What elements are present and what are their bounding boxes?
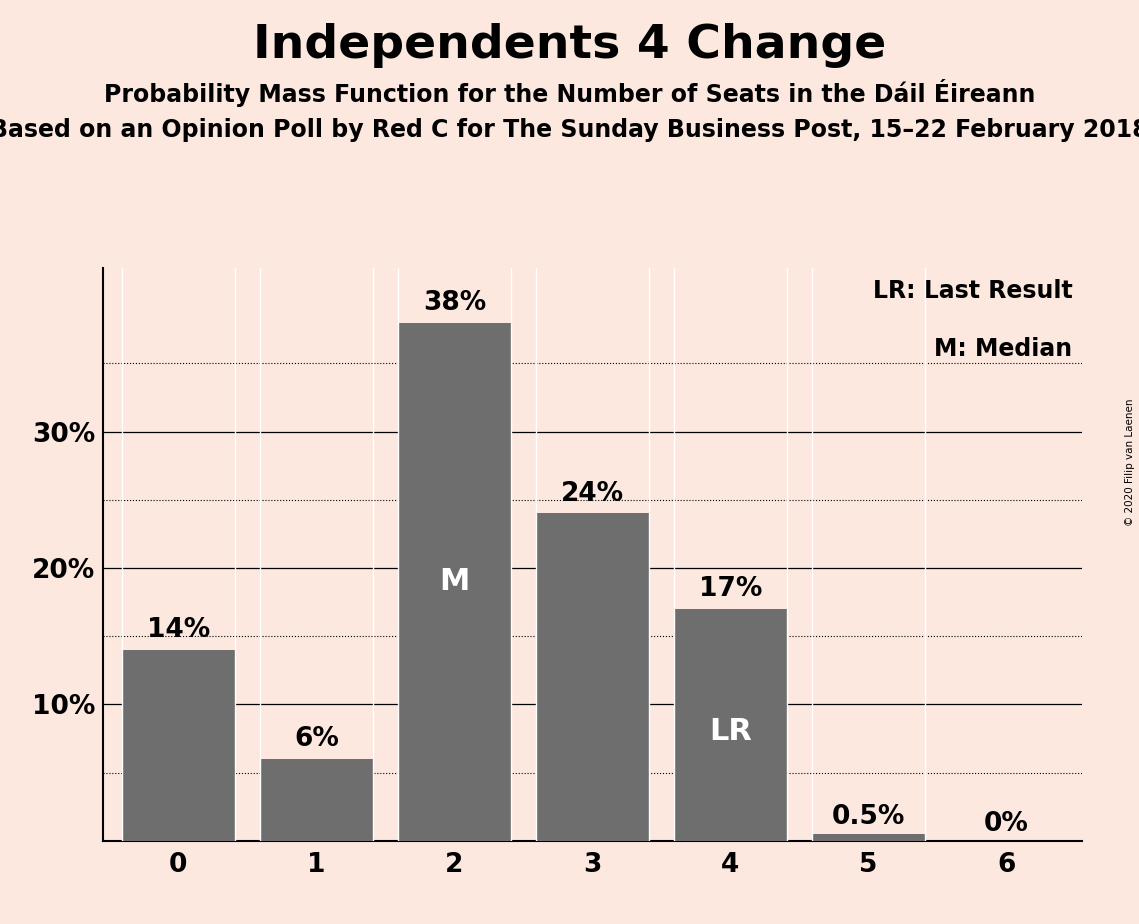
Text: 0%: 0% [984,810,1029,837]
Bar [122,650,235,841]
Bar [812,834,925,841]
Bar [673,609,787,841]
Text: 17%: 17% [698,577,762,602]
Text: 38%: 38% [423,290,486,316]
Text: M: M [440,567,469,596]
Text: LR: Last Result: LR: Last Result [872,279,1072,303]
Text: 0.5%: 0.5% [831,804,904,830]
Bar [398,322,511,841]
Text: © 2020 Filip van Laenen: © 2020 Filip van Laenen [1125,398,1134,526]
Text: 14%: 14% [147,617,210,643]
Text: Probability Mass Function for the Number of Seats in the Dáil Éireann: Probability Mass Function for the Number… [104,79,1035,106]
Bar [260,759,372,841]
Text: M: Median: M: Median [934,336,1072,360]
Text: Independents 4 Change: Independents 4 Change [253,23,886,68]
Text: 24%: 24% [560,480,624,506]
Text: 6%: 6% [294,726,338,752]
Text: Based on an Opinion Poll by Red C for The Sunday Business Post, 15–22 February 2: Based on an Opinion Poll by Red C for Th… [0,118,1139,142]
Bar [535,514,649,841]
Text: LR: LR [708,717,752,747]
